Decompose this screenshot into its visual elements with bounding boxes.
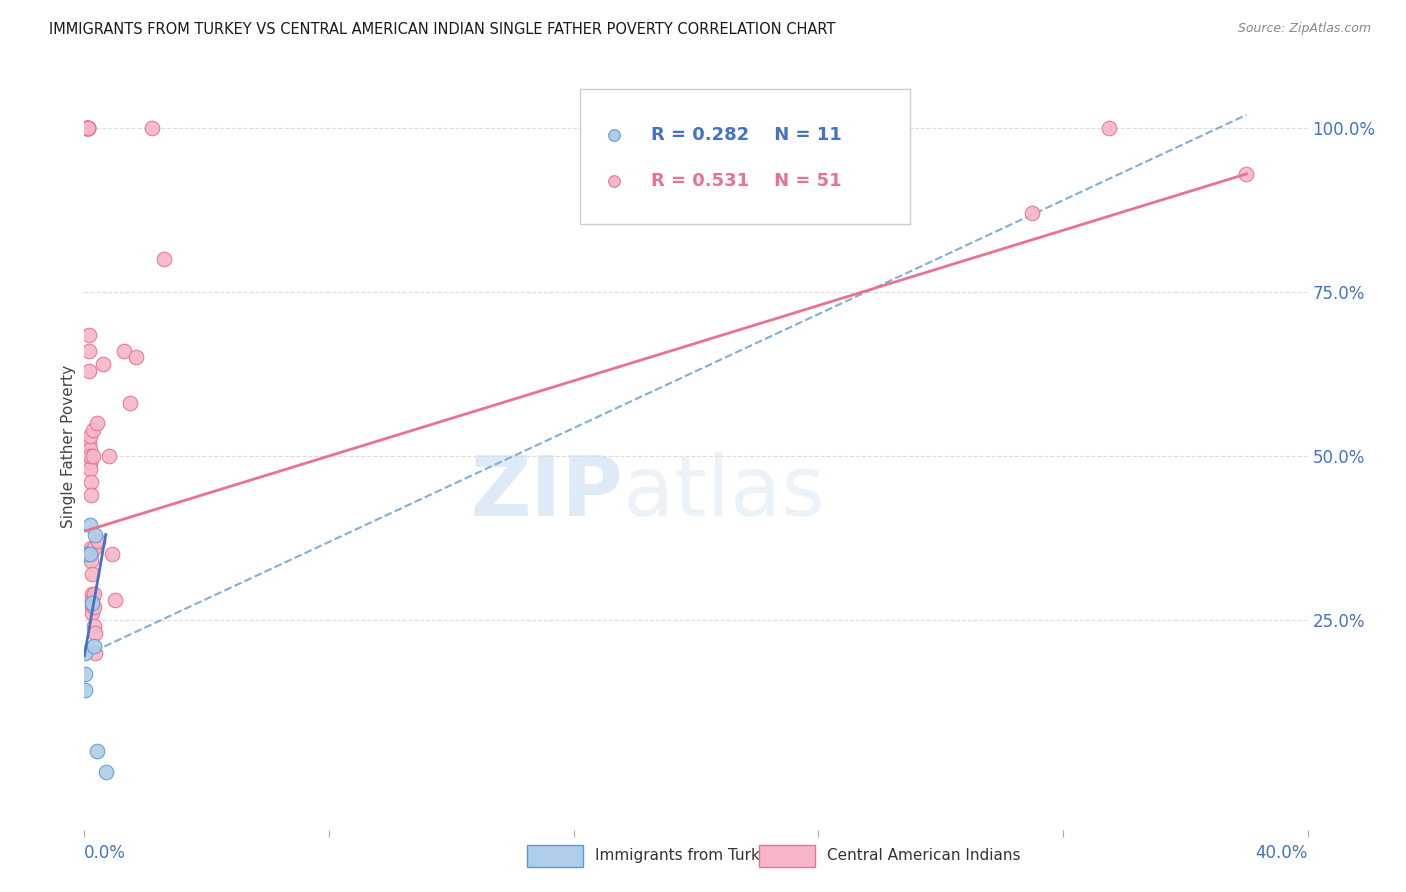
- Point: [94, 764, 117, 779]
- Point: [77, 121, 100, 136]
- Point: [80, 541, 103, 555]
- Point: [75, 682, 97, 697]
- Text: ZIP: ZIP: [470, 451, 623, 533]
- Point: [80, 475, 103, 489]
- Point: [80, 488, 103, 502]
- Point: [82, 449, 104, 463]
- Point: [1398, 222, 1406, 236]
- Text: IMMIGRANTS FROM TURKEY VS CENTRAL AMERICAN INDIAN SINGLE FATHER POVERTY CORRELAT: IMMIGRANTS FROM TURKEY VS CENTRAL AMERIC…: [49, 22, 835, 37]
- Point: [80, 566, 103, 581]
- Point: [73, 667, 96, 681]
- Point: [79, 547, 101, 561]
- Point: [76, 121, 98, 136]
- Text: R = 0.282    N = 11: R = 0.282 N = 11: [651, 127, 841, 145]
- Point: [120, 396, 142, 410]
- Point: [80, 586, 103, 600]
- Point: [79, 462, 101, 476]
- Point: [77, 121, 100, 136]
- Point: [1021, 206, 1043, 220]
- Point: [1236, 167, 1258, 181]
- Point: [77, 121, 100, 136]
- Text: 40.0%: 40.0%: [1256, 844, 1308, 862]
- Point: [1398, 183, 1406, 197]
- Point: [76, 121, 98, 136]
- Point: [73, 646, 96, 660]
- Point: [82, 606, 104, 620]
- Point: [84, 646, 107, 660]
- Text: atlas: atlas: [623, 451, 824, 533]
- Point: [87, 534, 110, 549]
- Text: Central American Indians: Central American Indians: [827, 848, 1021, 863]
- Point: [83, 619, 105, 633]
- Point: [86, 744, 108, 758]
- Point: [112, 343, 135, 358]
- Point: [83, 639, 105, 653]
- Point: [77, 343, 100, 358]
- Text: 0.0%: 0.0%: [84, 844, 127, 862]
- Point: [76, 121, 98, 136]
- Point: [101, 547, 124, 561]
- Point: [141, 121, 163, 136]
- Point: [83, 625, 105, 640]
- Point: [125, 351, 148, 365]
- Point: [79, 455, 101, 469]
- Point: [76, 121, 98, 136]
- Point: [80, 596, 103, 610]
- Point: [76, 121, 98, 136]
- Point: [77, 435, 100, 450]
- Text: Immigrants from Turkey: Immigrants from Turkey: [595, 848, 778, 863]
- Point: [79, 517, 101, 532]
- FancyBboxPatch shape: [579, 89, 910, 224]
- Point: [80, 554, 103, 568]
- Point: [86, 416, 108, 430]
- Point: [83, 541, 105, 555]
- Point: [91, 357, 114, 371]
- Point: [82, 423, 104, 437]
- Point: [76, 547, 98, 561]
- Point: [1098, 121, 1121, 136]
- Point: [77, 327, 100, 342]
- Point: [80, 599, 103, 614]
- Point: [97, 449, 120, 463]
- Point: [80, 593, 103, 607]
- Point: [83, 599, 105, 614]
- Point: [83, 586, 105, 600]
- Point: [73, 121, 96, 136]
- Point: [80, 547, 103, 561]
- Point: [77, 363, 100, 377]
- Point: [79, 442, 101, 457]
- Point: [79, 429, 101, 443]
- Point: [104, 593, 127, 607]
- Point: [84, 527, 107, 541]
- Y-axis label: Single Father Poverty: Single Father Poverty: [60, 365, 76, 527]
- Point: [79, 455, 101, 469]
- Text: R = 0.531    N = 51: R = 0.531 N = 51: [651, 172, 841, 190]
- Text: Source: ZipAtlas.com: Source: ZipAtlas.com: [1237, 22, 1371, 36]
- Point: [79, 449, 101, 463]
- Point: [153, 252, 176, 267]
